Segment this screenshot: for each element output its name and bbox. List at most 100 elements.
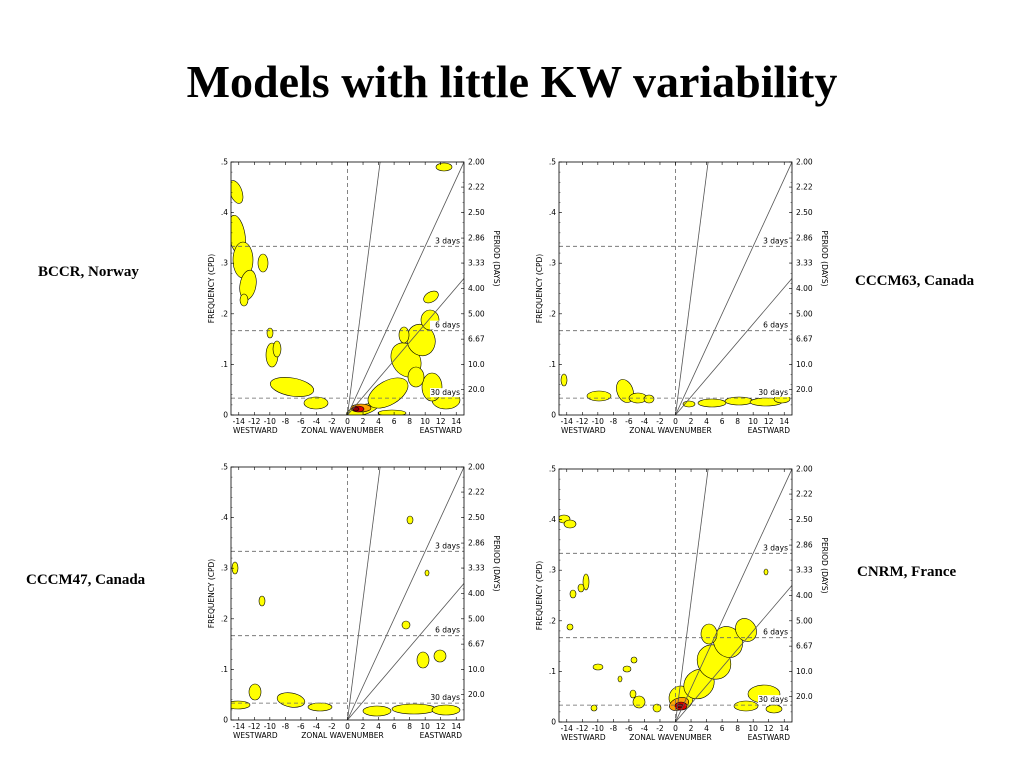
period-tick-label: 2.22 [796, 490, 813, 499]
x-tick-label: -2 [656, 724, 664, 733]
contour-region [231, 180, 244, 204]
dispersion-curve [347, 467, 381, 720]
day-line-label: 30 days [430, 693, 460, 702]
x-tick-label: 8 [735, 724, 740, 733]
y-tick-label: .4 [549, 208, 556, 217]
y-tick-label: .5 [549, 158, 556, 167]
y-tick-label: .3 [549, 566, 556, 575]
x-tick-label: 12 [436, 722, 446, 731]
contour-region [735, 618, 757, 642]
period-tick-label: 2.22 [468, 488, 485, 497]
period-tick-label: 6.67 [796, 642, 813, 651]
period-tick-label: 20.0 [468, 690, 485, 699]
day-line-label: 6 days [763, 321, 788, 330]
x-tick-label: -2 [328, 417, 336, 426]
x-axis-label: ZONAL WAVENUMBER [629, 426, 712, 435]
eastward-label: EASTWARD [420, 426, 463, 435]
y-tick-label: 0 [551, 718, 556, 727]
x-tick-label: -14 [561, 417, 573, 426]
contour-region [416, 651, 430, 669]
y-axis-label: FREQUENCY (CPD) [535, 254, 544, 324]
x-tick-label: 4 [704, 724, 709, 733]
y-tick-label: .4 [221, 208, 228, 217]
x-tick-label: -4 [313, 417, 321, 426]
period-tick-label: 2.50 [796, 515, 813, 524]
period-tick-label: 3.33 [796, 259, 813, 268]
panel-label-cnrm: CNRM, France [857, 564, 957, 580]
x-tick-label: -4 [313, 722, 321, 731]
x-tick-label: 6 [720, 724, 725, 733]
period-tick-label: 4.00 [468, 589, 485, 598]
period-tick-label: 2.86 [468, 234, 485, 243]
spectrum-plot: 3 days 6 days 30 days 0 .1 .2 .3 .4 .5 2.00 2.22 2.… [207, 463, 501, 741]
contour-region [563, 519, 577, 529]
contour-region [401, 620, 411, 630]
x-tick-label: 6 [720, 417, 725, 426]
period-tick-label: 20.0 [796, 385, 813, 394]
contour-region [367, 377, 409, 409]
x-tick-label: 14 [779, 417, 789, 426]
x-tick-label: 2 [689, 417, 694, 426]
x-tick-label: -6 [297, 722, 305, 731]
x-tick-label: -8 [610, 417, 618, 426]
contour-region [643, 394, 655, 404]
x-tick-label: 10 [748, 724, 758, 733]
y-tick-label: .3 [221, 259, 228, 268]
period-tick-label: 2.00 [796, 158, 813, 167]
period-tick-label: 5.00 [468, 309, 485, 318]
panel-label-cccm63: CCCM63, Canada [855, 273, 975, 289]
y-tick-label: .2 [549, 309, 556, 318]
dispersion-curve [675, 162, 709, 415]
x-tick-label: 0 [673, 724, 678, 733]
x-axis-label: ZONAL WAVENUMBER [301, 426, 384, 435]
x-tick-label: 10 [748, 417, 758, 426]
period-tick-label: 3.33 [796, 566, 813, 575]
contour-region [435, 162, 453, 172]
period-tick-label: 4.00 [468, 284, 485, 293]
contour-region [407, 366, 425, 388]
dispersion-curve [675, 162, 792, 415]
contour-region [763, 568, 769, 576]
period-tick-label: 6.67 [796, 335, 813, 344]
contour-region [362, 705, 392, 717]
x-axis-label: ZONAL WAVENUMBER [301, 731, 384, 740]
y-tick-label: .1 [221, 360, 228, 369]
day-line-label: 30 days [758, 695, 788, 704]
y-tick-label: .4 [221, 513, 228, 522]
y-axis-label: FREQUENCY (CPD) [207, 254, 216, 324]
x-tick-label: 14 [451, 722, 461, 731]
period-tick-label: 2.50 [468, 513, 485, 522]
period-axis-label: PERIOD (DAYS) [820, 230, 829, 286]
contour-region [622, 665, 632, 673]
contour-region [258, 595, 266, 607]
x-tick-label: -14 [233, 417, 245, 426]
x-tick-label: 0 [673, 417, 678, 426]
spectrum-panel-cccm47: 3 days 6 days 30 days 0 .1 .2 .3 .4 .5 2.00 2.22 2.… [206, 460, 501, 750]
x-tick-label: -10 [592, 724, 604, 733]
y-tick-label: .1 [549, 360, 556, 369]
period-tick-label: 2.00 [468, 158, 485, 167]
eastward-label: EASTWARD [420, 731, 463, 740]
contour-region [398, 326, 410, 344]
contour-region [248, 683, 262, 701]
x-tick-label: -6 [297, 417, 305, 426]
period-tick-label: 2.22 [468, 183, 485, 192]
x-tick-label: 6 [392, 722, 397, 731]
x-tick-label: 0 [345, 417, 350, 426]
contour-region [424, 569, 430, 577]
x-tick-label: -4 [641, 417, 649, 426]
x-tick-label: -14 [561, 724, 573, 733]
day-line-label: 30 days [758, 388, 788, 397]
y-tick-label: .5 [221, 463, 228, 472]
westward-label: WESTWARD [233, 426, 278, 435]
x-tick-label: -12 [248, 722, 260, 731]
contour-region [630, 656, 638, 664]
contour-region [566, 623, 574, 631]
period-tick-label: 6.67 [468, 640, 485, 649]
period-tick-label: 2.86 [468, 539, 485, 548]
x-tick-label: 2 [361, 722, 366, 731]
y-tick-label: .1 [221, 665, 228, 674]
period-tick-label: 5.00 [468, 614, 485, 623]
y-tick-label: .2 [221, 614, 228, 623]
contour-region [433, 649, 447, 663]
